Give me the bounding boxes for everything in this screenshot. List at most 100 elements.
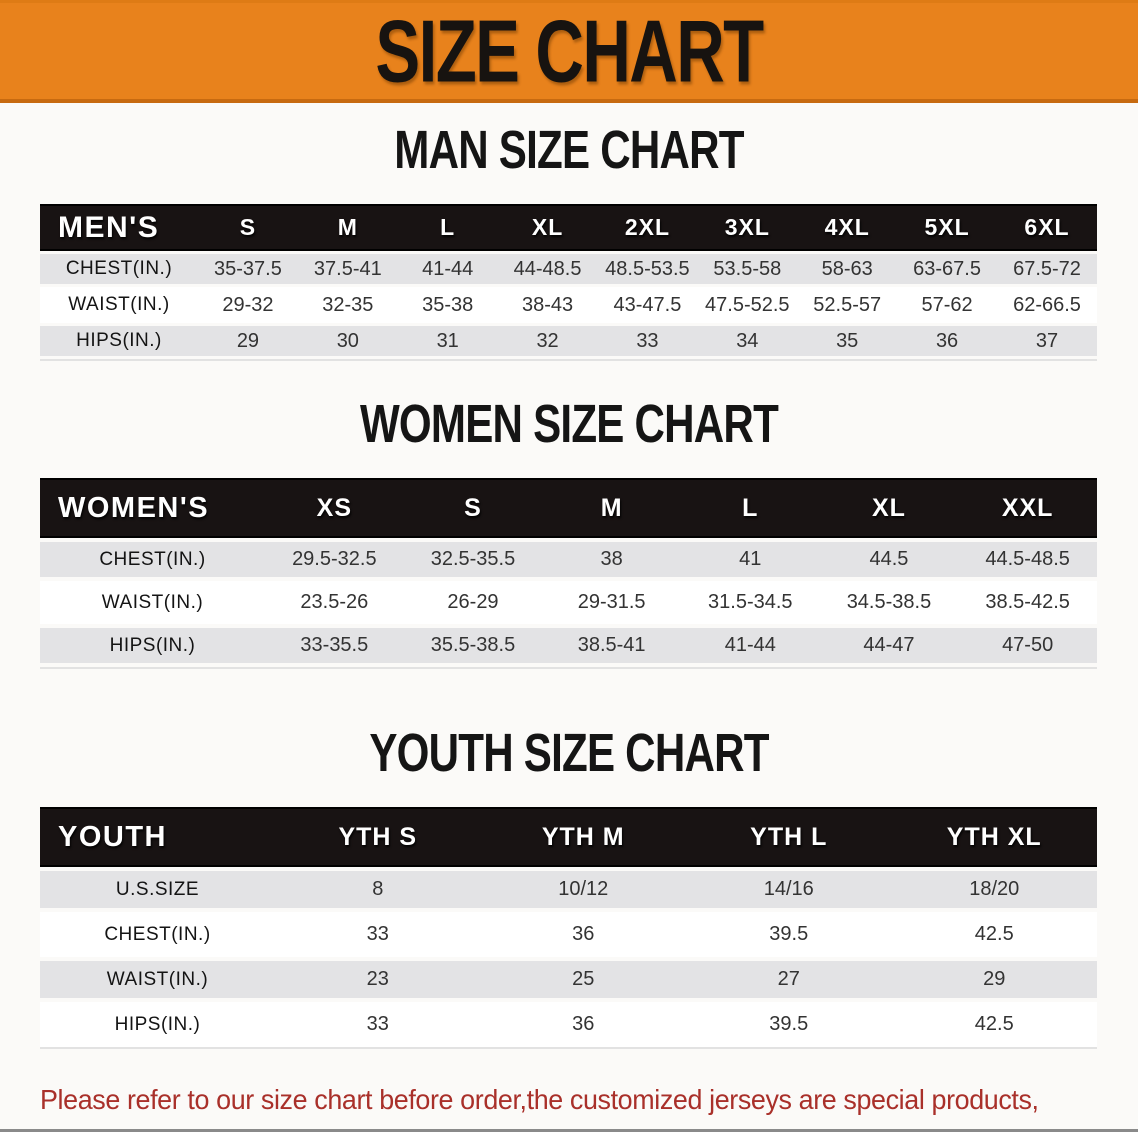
size-value-cell: 33: [597, 323, 698, 359]
table-row: WAIST(IN.) 29-32 32-35 35-38 38-43 43-47.5 47.…: [40, 287, 1097, 323]
table-row: U.S.SIZE 8 10/12 14/16 18/20: [40, 867, 1097, 912]
size-value-cell: 44-48.5: [497, 251, 598, 287]
table-row: HIPS(IN.) 33 36 39.5 42.5: [40, 1002, 1097, 1047]
size-value-cell: 41-44: [397, 251, 498, 287]
size-value-cell: 14/16: [686, 867, 892, 912]
table-row: CHEST(IN.) 33 36 39.5 42.5: [40, 912, 1097, 957]
size-value-cell: 35-37.5: [198, 251, 298, 287]
column-header: 5XL: [897, 204, 997, 251]
size-value-cell: 8: [275, 867, 481, 912]
column-header: YTH XL: [891, 807, 1097, 867]
size-value-cell: 27: [686, 957, 892, 1002]
size-value-cell: 30: [297, 323, 398, 359]
banner-title: SIZE CHART: [375, 1, 764, 101]
size-value-cell: 29.5-32.5: [265, 538, 404, 581]
size-value-cell: 31.5-34.5: [680, 581, 820, 624]
column-header: XL: [497, 204, 598, 251]
table-row: WAIST(IN.) 23 25 27 29: [40, 957, 1097, 1002]
table-group-label: WOMEN'S: [40, 478, 265, 538]
women-section-heading-text: WOMEN SIZE CHART: [359, 394, 779, 454]
size-value-cell: 47-50: [958, 624, 1097, 667]
column-header: S: [198, 204, 298, 251]
size-value-cell: 53.5-58: [697, 251, 798, 287]
size-value-cell: 32: [497, 323, 598, 359]
size-value-cell: 29: [891, 957, 1097, 1002]
column-header: XL: [819, 478, 959, 538]
table-row: CHEST(IN.) 29.5-32.5 32.5-35.5 38 41 44.5 44.5…: [40, 538, 1097, 581]
disclaimer-line-2: we don't accept cancel, change, teturn o…: [40, 1121, 1094, 1129]
row-label: HIPS(IN.): [40, 323, 198, 359]
banner: SIZE CHART: [0, 0, 1138, 103]
size-value-cell: 39.5: [686, 912, 892, 957]
size-value-cell: 23.5-26: [265, 581, 404, 624]
youth-section-heading-text: YOUTH SIZE CHART: [369, 723, 769, 783]
row-label: WAIST(IN.): [40, 581, 265, 624]
size-value-cell: 62-66.5: [997, 287, 1097, 323]
table-row: HIPS(IN.) 33-35.5 35.5-38.5 38.5-41 41-44 44-…: [40, 624, 1097, 667]
table-row: HIPS(IN.) 29 30 31 32 33 34 35 36 37: [40, 323, 1097, 359]
column-header: 4XL: [797, 204, 898, 251]
column-header: M: [542, 478, 681, 538]
size-value-cell: 36: [897, 323, 997, 359]
size-value-cell: 38.5-41: [542, 624, 681, 667]
size-value-cell: 32-35: [297, 287, 398, 323]
size-value-cell: 44.5-48.5: [958, 538, 1097, 581]
table-header-row: YOUTH YTH S YTH M YTH L YTH XL: [40, 807, 1097, 867]
size-value-cell: 37: [997, 323, 1097, 359]
size-value-cell: 42.5: [891, 912, 1097, 957]
size-value-cell: 29: [198, 323, 298, 359]
size-value-cell: 37.5-41: [297, 251, 398, 287]
women-size-section: WOMEN SIZE CHART WOMEN'S XS S M L XL XXL CHEST(I…: [0, 397, 1138, 669]
size-value-cell: 41: [680, 538, 820, 581]
men-section-heading-text: MAN SIZE CHART: [394, 120, 744, 180]
row-label: HIPS(IN.): [40, 624, 265, 667]
size-value-cell: 44-47: [819, 624, 959, 667]
women-section-heading: WOMEN SIZE CHART: [0, 397, 1138, 462]
women-size-table: WOMEN'S XS S M L XL XXL CHEST(IN.) 29.5-32.5 32.5…: [40, 478, 1097, 669]
size-value-cell: 48.5-53.5: [597, 251, 698, 287]
size-value-cell: 57-62: [897, 287, 997, 323]
size-value-cell: 35.5-38.5: [403, 624, 543, 667]
size-value-cell: 35: [797, 323, 898, 359]
size-value-cell: 29-32: [198, 287, 298, 323]
row-label: HIPS(IN.): [40, 1002, 275, 1047]
column-header: 6XL: [997, 204, 1097, 251]
column-header: M: [297, 204, 398, 251]
row-label: CHEST(IN.): [40, 538, 265, 581]
size-value-cell: 33: [275, 912, 481, 957]
men-section-heading: MAN SIZE CHART: [0, 123, 1138, 188]
size-value-cell: 44.5: [819, 538, 959, 581]
size-value-cell: 42.5: [891, 1002, 1097, 1047]
size-value-cell: 67.5-72: [997, 251, 1097, 287]
column-header: 3XL: [697, 204, 798, 251]
size-value-cell: 36: [480, 912, 686, 957]
column-header: L: [680, 478, 820, 538]
size-value-cell: 34.5-38.5: [819, 581, 959, 624]
youth-section-heading: YOUTH SIZE CHART: [0, 726, 1138, 791]
size-value-cell: 43-47.5: [597, 287, 698, 323]
row-label: CHEST(IN.): [40, 251, 198, 287]
row-label: WAIST(IN.): [40, 957, 275, 1002]
youth-size-section: YOUTH SIZE CHART YOUTH YTH S YTH M YTH L YTH …: [0, 726, 1138, 1049]
table-header-row: MEN'S S M L XL 2XL 3XL 4XL 5XL 6XL: [40, 204, 1097, 251]
row-label: WAIST(IN.): [40, 287, 198, 323]
row-label: U.S.SIZE: [40, 867, 275, 912]
column-header: S: [403, 478, 543, 538]
disclaimer: Please refer to our size chart before or…: [40, 1079, 1138, 1129]
size-value-cell: 41-44: [680, 624, 820, 667]
size-value-cell: 34: [697, 323, 798, 359]
size-value-cell: 33-35.5: [265, 624, 404, 667]
men-size-table: MEN'S S M L XL 2XL 3XL 4XL 5XL 6XL CHEST(IN.) 35-37…: [40, 204, 1097, 361]
size-sections-container: MAN SIZE CHART MEN'S S M L XL 2XL 3XL 4XL 5XL 6XL C…: [0, 123, 1138, 1049]
size-value-cell: 31: [397, 323, 498, 359]
size-value-cell: 26-29: [403, 581, 543, 624]
size-value-cell: 52.5-57: [797, 287, 898, 323]
size-value-cell: 58-63: [797, 251, 898, 287]
size-value-cell: 36: [480, 1002, 686, 1047]
table-row: WAIST(IN.) 23.5-26 26-29 29-31.5 31.5-34.5 34…: [40, 581, 1097, 624]
size-value-cell: 38.5-42.5: [958, 581, 1097, 624]
column-header: YTH S: [275, 807, 481, 867]
size-value-cell: 32.5-35.5: [403, 538, 543, 581]
size-value-cell: 18/20: [891, 867, 1097, 912]
